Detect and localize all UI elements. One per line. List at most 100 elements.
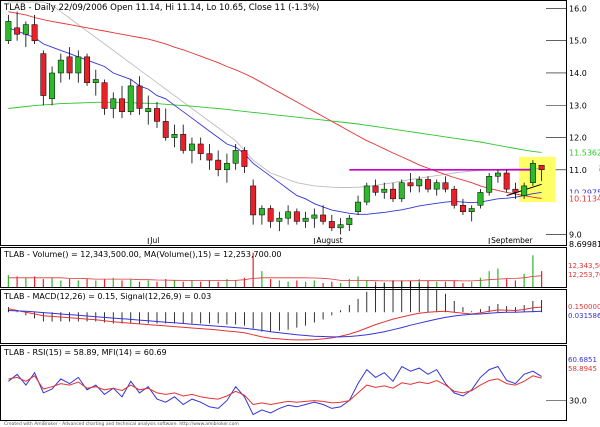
price-label: 11.5362	[569, 148, 600, 157]
candle-body	[31, 24, 38, 41]
candle-body	[162, 121, 169, 138]
rsi-value-label: 60.6851	[568, 356, 597, 364]
candle-body	[451, 188, 458, 206]
candle-body	[119, 98, 125, 112]
macd-title: TLAB - MACD(12,26) = 0.15, Signal(12,26,…	[3, 292, 211, 301]
candle-body	[145, 108, 152, 112]
candle-body	[154, 108, 160, 122]
candle-body	[302, 217, 309, 222]
candle-body	[442, 182, 449, 190]
rsi-line	[8, 375, 542, 406]
candle-body	[250, 185, 257, 216]
macd-value-label: 0.150000	[568, 303, 600, 311]
price-label: 8.69981	[569, 240, 600, 249]
macd-line	[8, 306, 542, 341]
candle-body	[188, 143, 195, 151]
volume-value-label: 12,253,700	[568, 271, 600, 279]
price-label: 10.2975	[569, 188, 600, 197]
price-tick-label: 16.0	[569, 4, 587, 13]
candle-body	[206, 153, 213, 161]
candle-body	[538, 165, 545, 171]
candle-body	[477, 192, 484, 206]
ma-slow-line	[8, 101, 542, 153]
candle-body	[84, 56, 91, 83]
candle-body	[468, 208, 475, 212]
candle-body	[92, 79, 99, 83]
candle-body	[258, 208, 265, 216]
price-label-bg	[567, 187, 599, 198]
candle-body	[346, 217, 353, 225]
candle-body	[40, 53, 47, 96]
price-tick-label: 12.0	[569, 134, 587, 143]
price-overlays	[8, 1, 556, 215]
candle-body	[241, 150, 248, 167]
candle-body	[521, 185, 528, 196]
candle-body	[372, 185, 379, 193]
candle-body	[66, 56, 73, 74]
footer-credit: Created with AmiBroker - Advanced charti…	[4, 421, 239, 427]
price-label-bg	[567, 193, 599, 204]
x-tick-label: Jul	[149, 236, 159, 245]
candle-body	[57, 59, 64, 74]
price-tick-label: 9.0	[569, 230, 582, 239]
ma-mid-line	[8, 11, 542, 199]
candle-body	[407, 182, 414, 187]
price-tick-label: 15.0	[569, 37, 587, 46]
candle-body	[355, 201, 362, 212]
candle-body	[459, 205, 466, 212]
candle-body	[14, 27, 21, 35]
rsi-title: TLAB - RSI(15) = 58.89, MFI(14) = 60.69	[3, 348, 167, 357]
candle-body	[110, 98, 117, 109]
candle-body	[503, 172, 510, 190]
candle-body	[390, 188, 396, 200]
volume-title: TLAB - Volume() = 12,343,500.00, MA(Volu…	[3, 250, 282, 259]
candle-body	[381, 188, 388, 193]
candle-body	[127, 85, 134, 112]
candle-body	[311, 214, 318, 219]
candle-body	[49, 72, 56, 100]
candle-body	[529, 163, 536, 183]
price-title: TLAB - Daily 22/09/2006 Open 11.14, Hi 1…	[3, 3, 319, 13]
volume-ma-line	[8, 275, 542, 282]
candle-body	[433, 182, 440, 190]
candle-body	[215, 159, 222, 171]
candle-body	[276, 217, 283, 222]
price-tick-label: 13.0	[569, 101, 587, 110]
macd-value-label: 0.031586	[568, 312, 600, 320]
candle-body	[223, 163, 230, 171]
candle-body	[328, 221, 335, 229]
volume-pane-frame	[0, 247, 567, 288]
rsi-tick-label: 30.0	[569, 397, 587, 406]
candle-body	[512, 188, 519, 193]
rsi-pane-frame	[0, 345, 567, 421]
candle-body	[285, 211, 292, 219]
candle-body	[232, 150, 239, 164]
price-tick-label: 14.0	[569, 69, 587, 78]
candle-body	[293, 211, 300, 222]
candle-body	[22, 24, 29, 35]
candle-body	[5, 21, 12, 41]
candle-body	[494, 172, 501, 177]
rsi-value-label: 58.8945	[568, 365, 597, 373]
price-pane-frame	[0, 0, 567, 246]
x-tick-label: September	[491, 236, 533, 245]
price-label: 10.1134	[569, 194, 600, 203]
mfi-line	[8, 365, 542, 416]
candle-body	[75, 56, 82, 74]
price-axis: 16.0 15.0 14.0 13.0 12.0 11.0 9.0 Jul August Sept…	[149, 4, 600, 250]
price-candles	[5, 11, 545, 235]
candle-body	[180, 134, 187, 151]
candle-body	[320, 214, 327, 222]
candle-body	[337, 224, 344, 229]
candle-body	[425, 179, 431, 190]
candle-body	[398, 182, 405, 200]
candle-body	[197, 143, 204, 154]
volume-value-label: 12,343,500	[568, 262, 600, 270]
candle-body	[363, 185, 370, 203]
candle-body	[101, 82, 108, 109]
price-label: 11.0	[569, 166, 587, 175]
